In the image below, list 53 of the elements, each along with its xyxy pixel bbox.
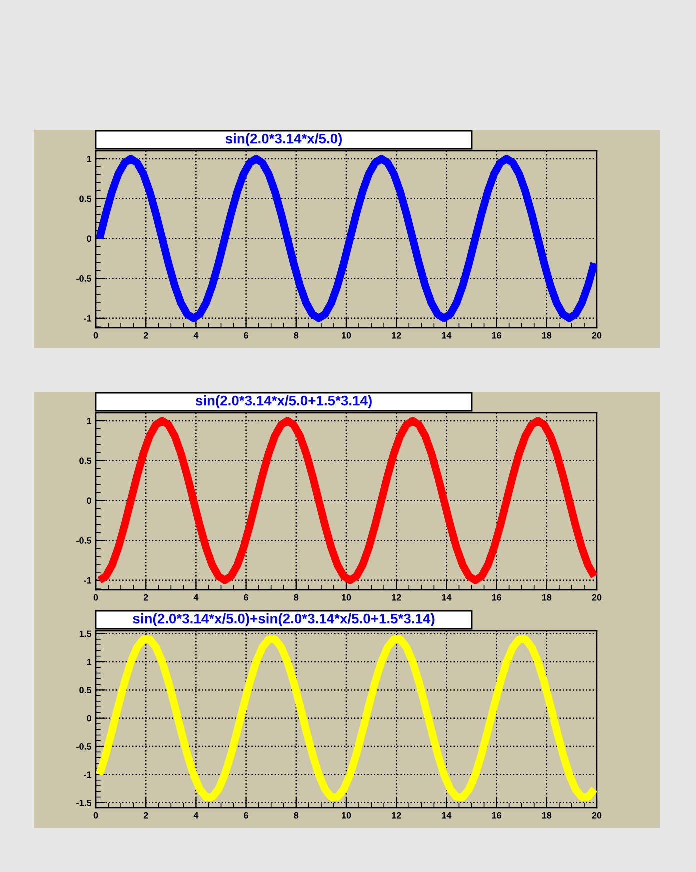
x-tick-label: 4: [194, 594, 199, 601]
y-tick-label: 1.5: [80, 630, 92, 638]
y-tick-label: -1: [84, 315, 92, 322]
y-tick-label: -0.5: [76, 538, 92, 544]
x-tick-label: 6: [244, 812, 248, 819]
y-tick-label: -0.5: [76, 276, 92, 282]
x-tick-label: 10: [342, 812, 352, 819]
y-tick-label: -1: [84, 772, 92, 778]
chart-title: sin(2.0*3.14*x/5.0)+sin(2.0*3.14*x/5.0+1.5*3.14): [133, 614, 435, 626]
y-tick-label: 0.5: [80, 458, 92, 464]
x-tick-label: 10: [342, 594, 352, 601]
x-tick-label: 2: [144, 332, 148, 339]
x-tick-label: 2: [144, 812, 148, 819]
x-tick-label: 6: [244, 332, 248, 339]
x-tick-label: 20: [592, 594, 602, 601]
x-tick-label: 4: [194, 332, 199, 339]
y-tick-label: -1.5: [76, 800, 92, 806]
x-tick-label: 16: [492, 594, 502, 601]
x-tick-label: 18: [542, 812, 552, 819]
x-tick-label: 12: [392, 594, 402, 601]
y-tick-label: 1: [87, 659, 92, 666]
chart-title: sin(2.0*3.14*x/5.0+1.5*3.14): [196, 396, 372, 408]
x-tick-label: 8: [294, 594, 299, 601]
x-tick-label: 0: [94, 812, 98, 819]
x-tick-label: 16: [492, 332, 502, 339]
y-tick-label: -1: [84, 577, 92, 584]
y-tick-label: 0: [87, 715, 92, 722]
x-tick-label: 12: [392, 332, 402, 339]
y-tick-label: 1: [87, 156, 92, 162]
x-tick-label: 14: [442, 812, 452, 819]
x-tick-label: 2: [144, 594, 148, 601]
chart-title: sin(2.0*3.14*x/5.0): [226, 134, 342, 146]
x-tick-label: 18: [542, 594, 552, 601]
x-tick-label: 10: [342, 332, 352, 339]
y-tick-label: 0.5: [80, 687, 92, 694]
x-tick-label: 16: [492, 812, 502, 819]
x-tick-label: 0: [94, 332, 98, 339]
x-tick-label: 14: [442, 332, 452, 339]
y-tick-label: 0.5: [80, 196, 92, 202]
x-tick-label: 8: [294, 332, 299, 339]
x-tick-label: 14: [442, 594, 452, 601]
x-tick-label: 12: [392, 812, 402, 819]
x-tick-label: 20: [592, 812, 602, 819]
y-tick-label: 0: [87, 498, 92, 504]
y-tick-label: 0: [87, 236, 92, 242]
x-tick-label: 8: [294, 812, 299, 819]
y-tick-label: -0.5: [76, 744, 92, 750]
x-tick-label: 0: [94, 594, 98, 601]
x-tick-label: 6: [244, 594, 248, 601]
x-tick-label: 4: [194, 812, 199, 819]
x-tick-label: 20: [592, 332, 602, 339]
x-tick-label: 18: [542, 332, 552, 339]
y-tick-label: 1: [87, 418, 92, 424]
